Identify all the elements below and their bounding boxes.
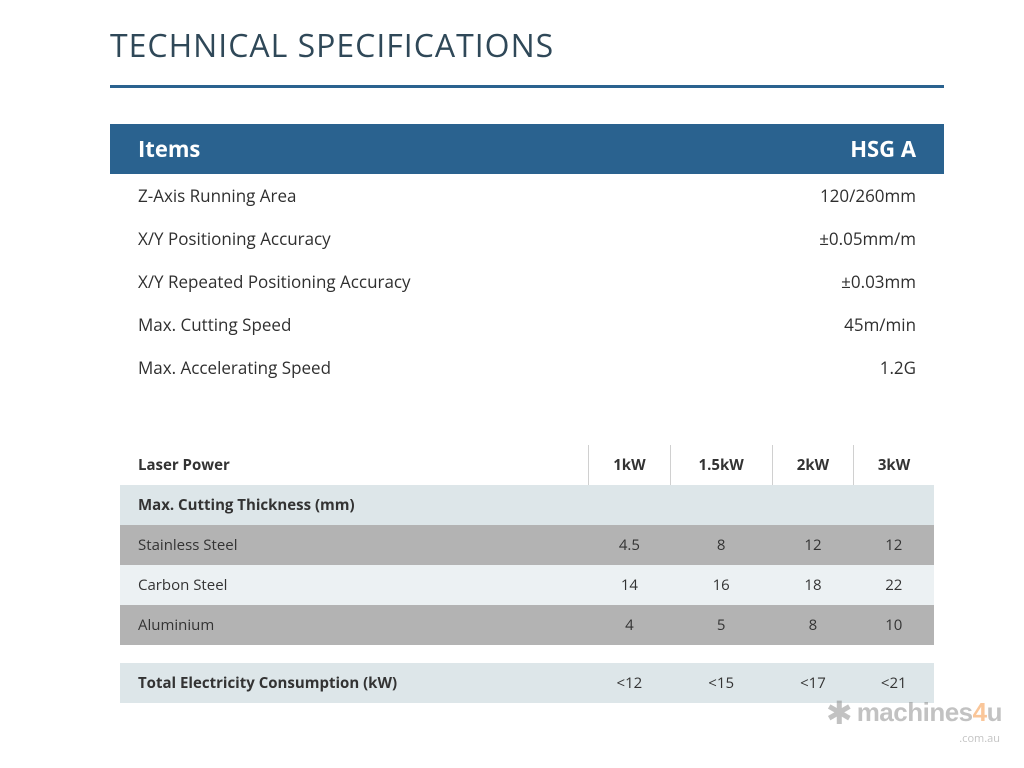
spec-table-header: Items HSG A — [110, 124, 944, 174]
material-val: 4.5 — [589, 525, 670, 565]
spec-label: Max. Cutting Speed — [138, 313, 291, 336]
power-col: 1kW — [589, 445, 670, 485]
brand-c: u — [987, 697, 1002, 727]
spacer-row — [120, 645, 934, 663]
power-col-label: Laser Power — [120, 445, 589, 485]
material-val: 4 — [589, 605, 670, 645]
spec-label: Max. Accelerating Speed — [138, 356, 331, 379]
spec-row: Z-Axis Running Area 120/260mm — [110, 174, 944, 217]
brand-a: machines — [857, 697, 973, 727]
total-val: <12 — [589, 663, 670, 703]
spec-row: Max. Cutting Speed 45m/min — [110, 303, 944, 346]
watermark-text: machines4u — [857, 697, 1002, 728]
material-val: 8 — [670, 525, 772, 565]
spec-label: X/Y Repeated Positioning Accuracy — [138, 270, 411, 293]
spec-header-model: HSG A — [850, 134, 916, 164]
watermark: ✱ machines4u .com.au — [826, 691, 1002, 734]
power-col: 1.5kW — [670, 445, 772, 485]
material-name: Stainless Steel — [120, 525, 589, 565]
material-val: 18 — [772, 565, 853, 605]
material-val: 16 — [670, 565, 772, 605]
spec-value: 1.2G — [880, 356, 916, 379]
watermark-tld: .com.au — [959, 731, 1000, 746]
material-row: Carbon Steel 14 16 18 22 — [120, 565, 934, 605]
material-val: 14 — [589, 565, 670, 605]
page-title: TECHNICAL SPECIFICATIONS — [110, 24, 944, 67]
spec-value: ±0.03mm — [841, 270, 916, 293]
total-val: <15 — [670, 663, 772, 703]
material-row: Stainless Steel 4.5 8 12 12 — [120, 525, 934, 565]
power-col: 3kW — [854, 445, 934, 485]
material-val: 12 — [854, 525, 934, 565]
material-row: Aluminium 4 5 8 10 — [120, 605, 934, 645]
spec-row: X/Y Positioning Accuracy ±0.05mm/m — [110, 217, 944, 260]
spec-header-items: Items — [138, 134, 200, 164]
power-col: 2kW — [772, 445, 853, 485]
spec-value: 120/260mm — [820, 184, 916, 207]
material-val: 5 — [670, 605, 772, 645]
title-rule — [110, 85, 944, 88]
brand-b: 4 — [973, 697, 987, 727]
material-name: Carbon Steel — [120, 565, 589, 605]
spec-value: ±0.05mm/m — [819, 227, 916, 250]
material-val: 22 — [854, 565, 934, 605]
power-section-label: Max. Cutting Thickness (mm) — [120, 485, 934, 525]
material-val: 8 — [772, 605, 853, 645]
material-name: Aluminium — [120, 605, 589, 645]
total-row: Total Electricity Consumption (kW) <12 <… — [120, 663, 934, 703]
total-label: Total Electricity Consumption (kW) — [120, 663, 589, 703]
material-val: 10 — [854, 605, 934, 645]
spec-label: Z-Axis Running Area — [138, 184, 296, 207]
power-header-row: Laser Power 1kW 1.5kW 2kW 3kW — [120, 445, 934, 485]
spec-row: X/Y Repeated Positioning Accuracy ±0.03m… — [110, 260, 944, 303]
material-val: 12 — [772, 525, 853, 565]
power-section-header: Max. Cutting Thickness (mm) — [120, 485, 934, 525]
power-table: Laser Power 1kW 1.5kW 2kW 3kW Max. Cutti… — [120, 445, 934, 703]
spec-label: X/Y Positioning Accuracy — [138, 227, 331, 250]
spec-value: 45m/min — [844, 313, 916, 336]
spec-row: Max. Accelerating Speed 1.2G — [110, 346, 944, 389]
gear-icon: ✱ — [826, 691, 853, 734]
